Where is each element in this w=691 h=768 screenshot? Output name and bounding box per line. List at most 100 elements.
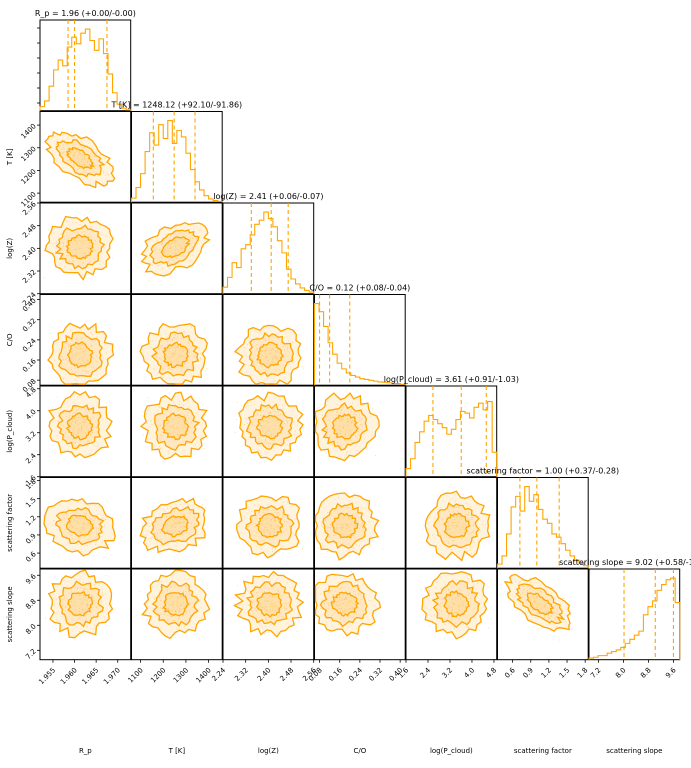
sample-point bbox=[526, 590, 528, 592]
sample-point bbox=[88, 538, 90, 540]
sample-point bbox=[282, 408, 284, 410]
sample-point bbox=[85, 608, 87, 610]
sample-point bbox=[178, 605, 180, 606]
sample-point bbox=[452, 614, 454, 616]
sample-point bbox=[158, 348, 160, 350]
sample-point bbox=[270, 353, 272, 355]
sample-point bbox=[260, 425, 262, 427]
sample-point bbox=[487, 627, 489, 629]
sample-point bbox=[443, 597, 445, 599]
sample-point bbox=[271, 433, 273, 435]
sample-point bbox=[160, 607, 162, 609]
sample-point bbox=[331, 625, 333, 627]
sample-point bbox=[532, 604, 534, 606]
sample-point bbox=[178, 597, 180, 599]
hist-panel-ss: scattering slope = 9.02 (+0.58/-1.00)7.2… bbox=[559, 558, 691, 755]
sample-point bbox=[275, 365, 277, 366]
sample-point bbox=[176, 257, 178, 259]
sample-point bbox=[277, 589, 278, 591]
sample-point bbox=[104, 524, 105, 526]
sample-point bbox=[207, 588, 209, 590]
sample-point bbox=[69, 249, 71, 251]
sample-point bbox=[97, 513, 99, 515]
sample-point bbox=[78, 168, 80, 169]
sample-point bbox=[234, 432, 236, 433]
sample-point bbox=[52, 597, 54, 599]
sample-point bbox=[176, 336, 178, 338]
sample-point bbox=[469, 598, 471, 600]
sample-point bbox=[303, 368, 305, 370]
sample-point bbox=[342, 427, 344, 429]
sample-point bbox=[341, 600, 343, 602]
sample-point bbox=[103, 172, 105, 174]
sample-point bbox=[84, 268, 86, 270]
sample-point bbox=[436, 607, 438, 609]
sample-point bbox=[97, 442, 99, 444]
sample-point bbox=[269, 349, 271, 351]
sample-point bbox=[67, 425, 69, 427]
contour-outer bbox=[141, 569, 211, 640]
sample-point bbox=[106, 402, 108, 404]
sample-point bbox=[162, 345, 164, 346]
sample-point bbox=[348, 626, 350, 628]
sample-point bbox=[450, 625, 452, 627]
sample-point bbox=[437, 599, 439, 601]
sample-point bbox=[344, 457, 346, 459]
sample-point bbox=[63, 151, 65, 153]
sample-point bbox=[156, 521, 158, 523]
sample-point bbox=[43, 276, 45, 278]
sample-point bbox=[169, 377, 171, 379]
sample-point bbox=[252, 422, 254, 424]
sample-point bbox=[272, 499, 274, 501]
sample-point bbox=[551, 615, 553, 617]
sample-point bbox=[331, 615, 333, 616]
sample-point bbox=[172, 596, 173, 598]
sample-point bbox=[83, 612, 85, 614]
sample-point bbox=[550, 611, 551, 612]
sample-point bbox=[462, 494, 464, 496]
sample-point bbox=[72, 438, 74, 440]
sample-point bbox=[359, 417, 361, 419]
sample-point bbox=[272, 359, 274, 361]
sample-point bbox=[71, 601, 73, 603]
sample-point bbox=[83, 164, 85, 166]
sample-point bbox=[74, 519, 75, 520]
sample-point bbox=[175, 527, 177, 528]
sample-point bbox=[531, 603, 533, 605]
sample-point bbox=[451, 521, 453, 523]
sample-point bbox=[523, 590, 525, 592]
sample-point bbox=[234, 603, 236, 604]
x-tick-label: 0.32 bbox=[368, 666, 385, 683]
sample-point bbox=[170, 238, 171, 240]
sample-point bbox=[453, 593, 455, 595]
sample-point bbox=[256, 348, 257, 350]
sample-point bbox=[257, 361, 259, 363]
sample-point bbox=[323, 604, 325, 606]
y-axis-label-sf: scattering factor bbox=[6, 494, 14, 552]
sample-point bbox=[62, 144, 64, 146]
sample-point bbox=[511, 594, 513, 596]
x-tick-label: 4.0 bbox=[463, 666, 477, 680]
sample-point bbox=[267, 509, 269, 511]
sample-point bbox=[74, 249, 76, 251]
sample-point bbox=[274, 609, 276, 611]
sample-point bbox=[172, 425, 174, 427]
sample-point bbox=[72, 170, 74, 172]
sample-point bbox=[255, 428, 256, 430]
sample-point bbox=[275, 532, 277, 534]
sample-point bbox=[196, 534, 198, 536]
sample-point bbox=[182, 590, 184, 592]
sample-point bbox=[187, 399, 189, 401]
sample-point bbox=[87, 160, 89, 162]
sample-point bbox=[93, 378, 95, 380]
sample-point bbox=[55, 396, 57, 398]
sample-point bbox=[83, 362, 85, 363]
sample-point bbox=[168, 244, 170, 246]
contour-middle bbox=[154, 404, 201, 451]
sample-point bbox=[358, 435, 360, 437]
x-tick-label: 3.2 bbox=[441, 666, 455, 680]
sample-point bbox=[346, 429, 348, 431]
sample-point bbox=[270, 609, 272, 611]
x-tick-label: 7.2 bbox=[589, 666, 603, 680]
